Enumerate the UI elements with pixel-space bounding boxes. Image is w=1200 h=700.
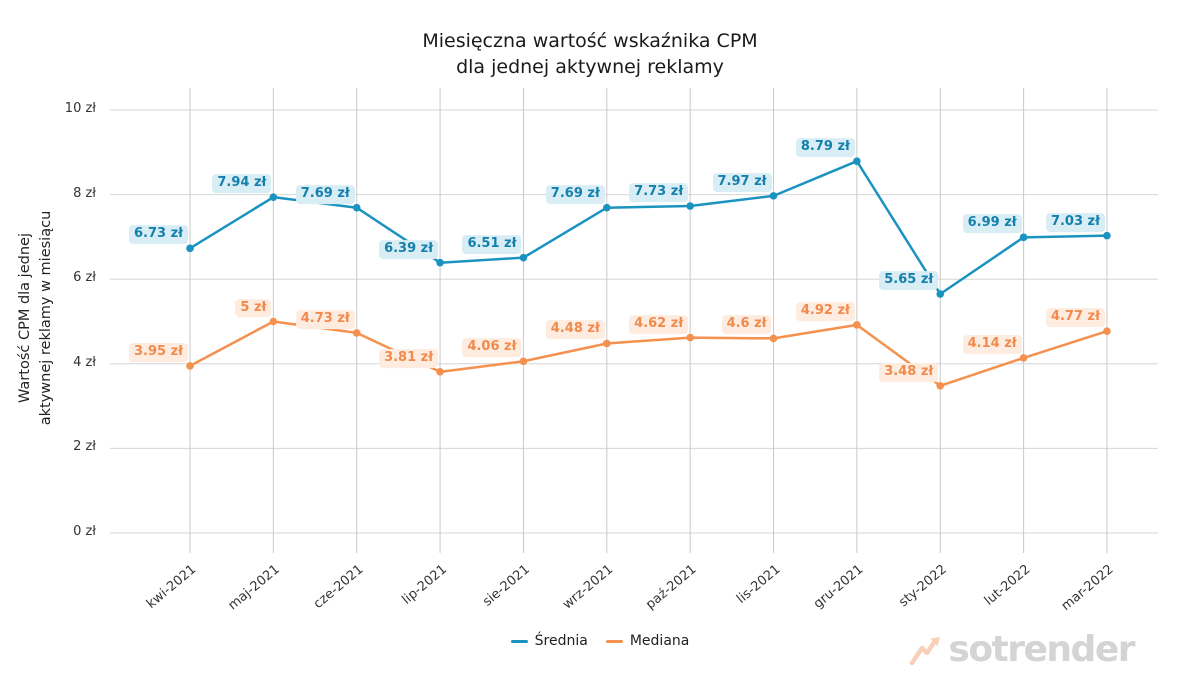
data-label-średnia: 7.69 zł [295, 184, 355, 204]
data-label-mediana: 4.14 zł [962, 334, 1022, 354]
data-label-mediana: 3.48 zł [879, 362, 939, 382]
data-point-średnia[interactable] [1019, 233, 1028, 242]
legend-swatch [605, 639, 623, 643]
data-point-średnia[interactable] [686, 202, 694, 210]
x-tick-label: gru-2021 [811, 562, 867, 612]
chart-title-line1: Miesięczna wartość wskaźnika CPM [422, 30, 758, 52]
x-tick-label: kwi-2021 [144, 562, 200, 612]
data-label-średnia: 8.79 zł [795, 138, 855, 158]
data-point-średnia[interactable] [853, 157, 861, 165]
data-point-średnia[interactable] [186, 244, 194, 253]
data-label-średnia: 6.73 zł [129, 225, 188, 245]
legend-item-mediana[interactable]: Mediana [605, 633, 690, 649]
data-label-średnia: 7.97 zł [712, 172, 772, 192]
series-line-średnia [188, 159, 1109, 296]
y-tick-label: 0 zł [73, 524, 96, 539]
data-label-mediana: 3.95 zł [129, 342, 188, 362]
data-point-średnia[interactable] [352, 203, 361, 212]
data-label-mediana: 4.48 zł [545, 320, 605, 340]
data-label-średnia: 7.69 zł [545, 184, 605, 204]
x-tick-label: lip-2021 [399, 562, 450, 608]
data-point-średnia[interactable] [269, 193, 278, 201]
chart-title-line2: dla jednej aktywnej reklamy [456, 56, 724, 79]
data-point-mediana[interactable] [686, 333, 694, 342]
x-tick-label: mar-2022 [1058, 562, 1117, 614]
data-point-średnia[interactable] [769, 192, 778, 200]
data-label-średnia: 6.99 zł [962, 214, 1022, 234]
data-point-średnia[interactable] [603, 203, 611, 212]
data-point-mediana[interactable] [519, 357, 528, 366]
data-point-średnia[interactable] [936, 290, 945, 298]
x-tick-label: sty-2022 [896, 562, 950, 611]
data-point-średnia[interactable] [519, 253, 528, 262]
data-label-średnia: 5.65 zł [879, 271, 939, 290]
data-label-średnia: 7.94 zł [212, 174, 272, 194]
data-label-mediana: 5 zł [235, 298, 272, 318]
data-label-mediana: 3.81 zł [379, 348, 439, 368]
x-tick-label: paź-2021 [643, 562, 700, 613]
y-tick-label: 4 zł [73, 354, 96, 370]
x-tick-label: cze-2021 [310, 562, 367, 612]
y-tick-label: 2 zł [73, 439, 96, 455]
data-point-mediana[interactable] [603, 339, 611, 348]
series-line-mediana [188, 320, 1109, 388]
sotrender-logo-icon [910, 637, 941, 666]
sotrender-logo-text: sotrender [948, 629, 1135, 670]
x-tick-label: sie-2021 [480, 562, 534, 610]
data-label-mediana: 4.62 zł [629, 314, 689, 334]
data-point-mediana[interactable] [269, 317, 278, 326]
data-label-średnia: 6.51 zł [462, 234, 522, 254]
data-label-średnia: 6.39 zł [379, 239, 439, 259]
data-label-mediana: 4.77 zł [1045, 308, 1105, 328]
data-label-mediana: 4.73 zł [295, 309, 355, 329]
y-tick-label: 8 zł [73, 185, 96, 201]
data-label-średnia: 7.03 zł [1045, 212, 1105, 232]
y-tick-label: 6 zł [73, 270, 96, 286]
data-point-mediana[interactable] [1019, 354, 1028, 362]
sotrender-watermark: sotrender [909, 629, 1135, 670]
data-label-mediana: 4.6 zł [721, 315, 772, 335]
data-point-średnia[interactable] [1103, 231, 1111, 240]
legend-item-średnia[interactable]: Średnia [510, 633, 588, 649]
chart-title: Miesięczna wartość wskaźnika CPM dla jed… [0, 28, 1180, 80]
x-tick-label: lis-2021 [733, 562, 784, 607]
data-label-średnia: 7.73 zł [629, 183, 689, 203]
data-point-mediana[interactable] [352, 329, 361, 337]
x-tick-label: lut-2022 [981, 562, 1034, 609]
data-point-mediana[interactable] [186, 362, 194, 370]
data-label-mediana: 4.06 zł [462, 338, 522, 358]
x-tick-label: maj-2021 [225, 562, 284, 614]
legend-swatch [510, 639, 528, 643]
data-point-mediana[interactable] [936, 381, 945, 390]
legend: Średnia Mediana [0, 633, 1200, 649]
y-tick-label: 10 zł [64, 101, 96, 116]
data-label-mediana: 4.92 zł [795, 301, 855, 321]
data-point-mediana[interactable] [769, 334, 778, 343]
data-point-mediana[interactable] [1103, 327, 1111, 336]
data-point-mediana[interactable] [853, 321, 861, 329]
legend-label: Średnia [534, 633, 588, 649]
data-point-średnia[interactable] [436, 258, 444, 267]
legend-label: Mediana [629, 633, 690, 649]
x-tick-label: wrz-2021 [560, 562, 617, 613]
data-point-mediana[interactable] [436, 368, 444, 376]
